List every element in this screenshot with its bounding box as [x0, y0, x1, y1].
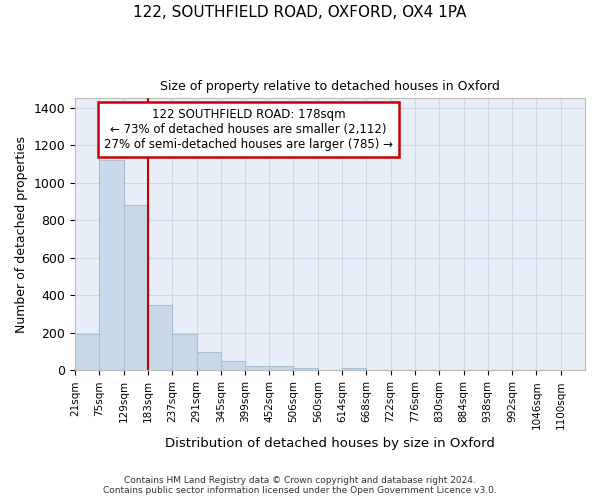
X-axis label: Distribution of detached houses by size in Oxford: Distribution of detached houses by size …	[165, 437, 495, 450]
Text: 122, SOUTHFIELD ROAD, OXFORD, OX4 1PA: 122, SOUTHFIELD ROAD, OXFORD, OX4 1PA	[133, 5, 467, 20]
Bar	[172, 334, 197, 370]
Bar	[148, 304, 172, 370]
Text: 122 SOUTHFIELD ROAD: 178sqm
← 73% of detached houses are smaller (2,112)
27% of : 122 SOUTHFIELD ROAD: 178sqm ← 73% of det…	[104, 108, 393, 151]
Bar	[245, 366, 269, 370]
Bar	[100, 160, 124, 370]
Bar	[75, 334, 100, 370]
Title: Size of property relative to detached houses in Oxford: Size of property relative to detached ho…	[160, 80, 500, 93]
Bar	[269, 366, 293, 370]
Text: Contains HM Land Registry data © Crown copyright and database right 2024.
Contai: Contains HM Land Registry data © Crown c…	[103, 476, 497, 495]
Bar	[342, 368, 367, 370]
Y-axis label: Number of detached properties: Number of detached properties	[15, 136, 28, 333]
Bar	[197, 352, 221, 370]
Bar	[124, 206, 148, 370]
Bar	[293, 368, 318, 370]
Bar	[221, 360, 245, 370]
